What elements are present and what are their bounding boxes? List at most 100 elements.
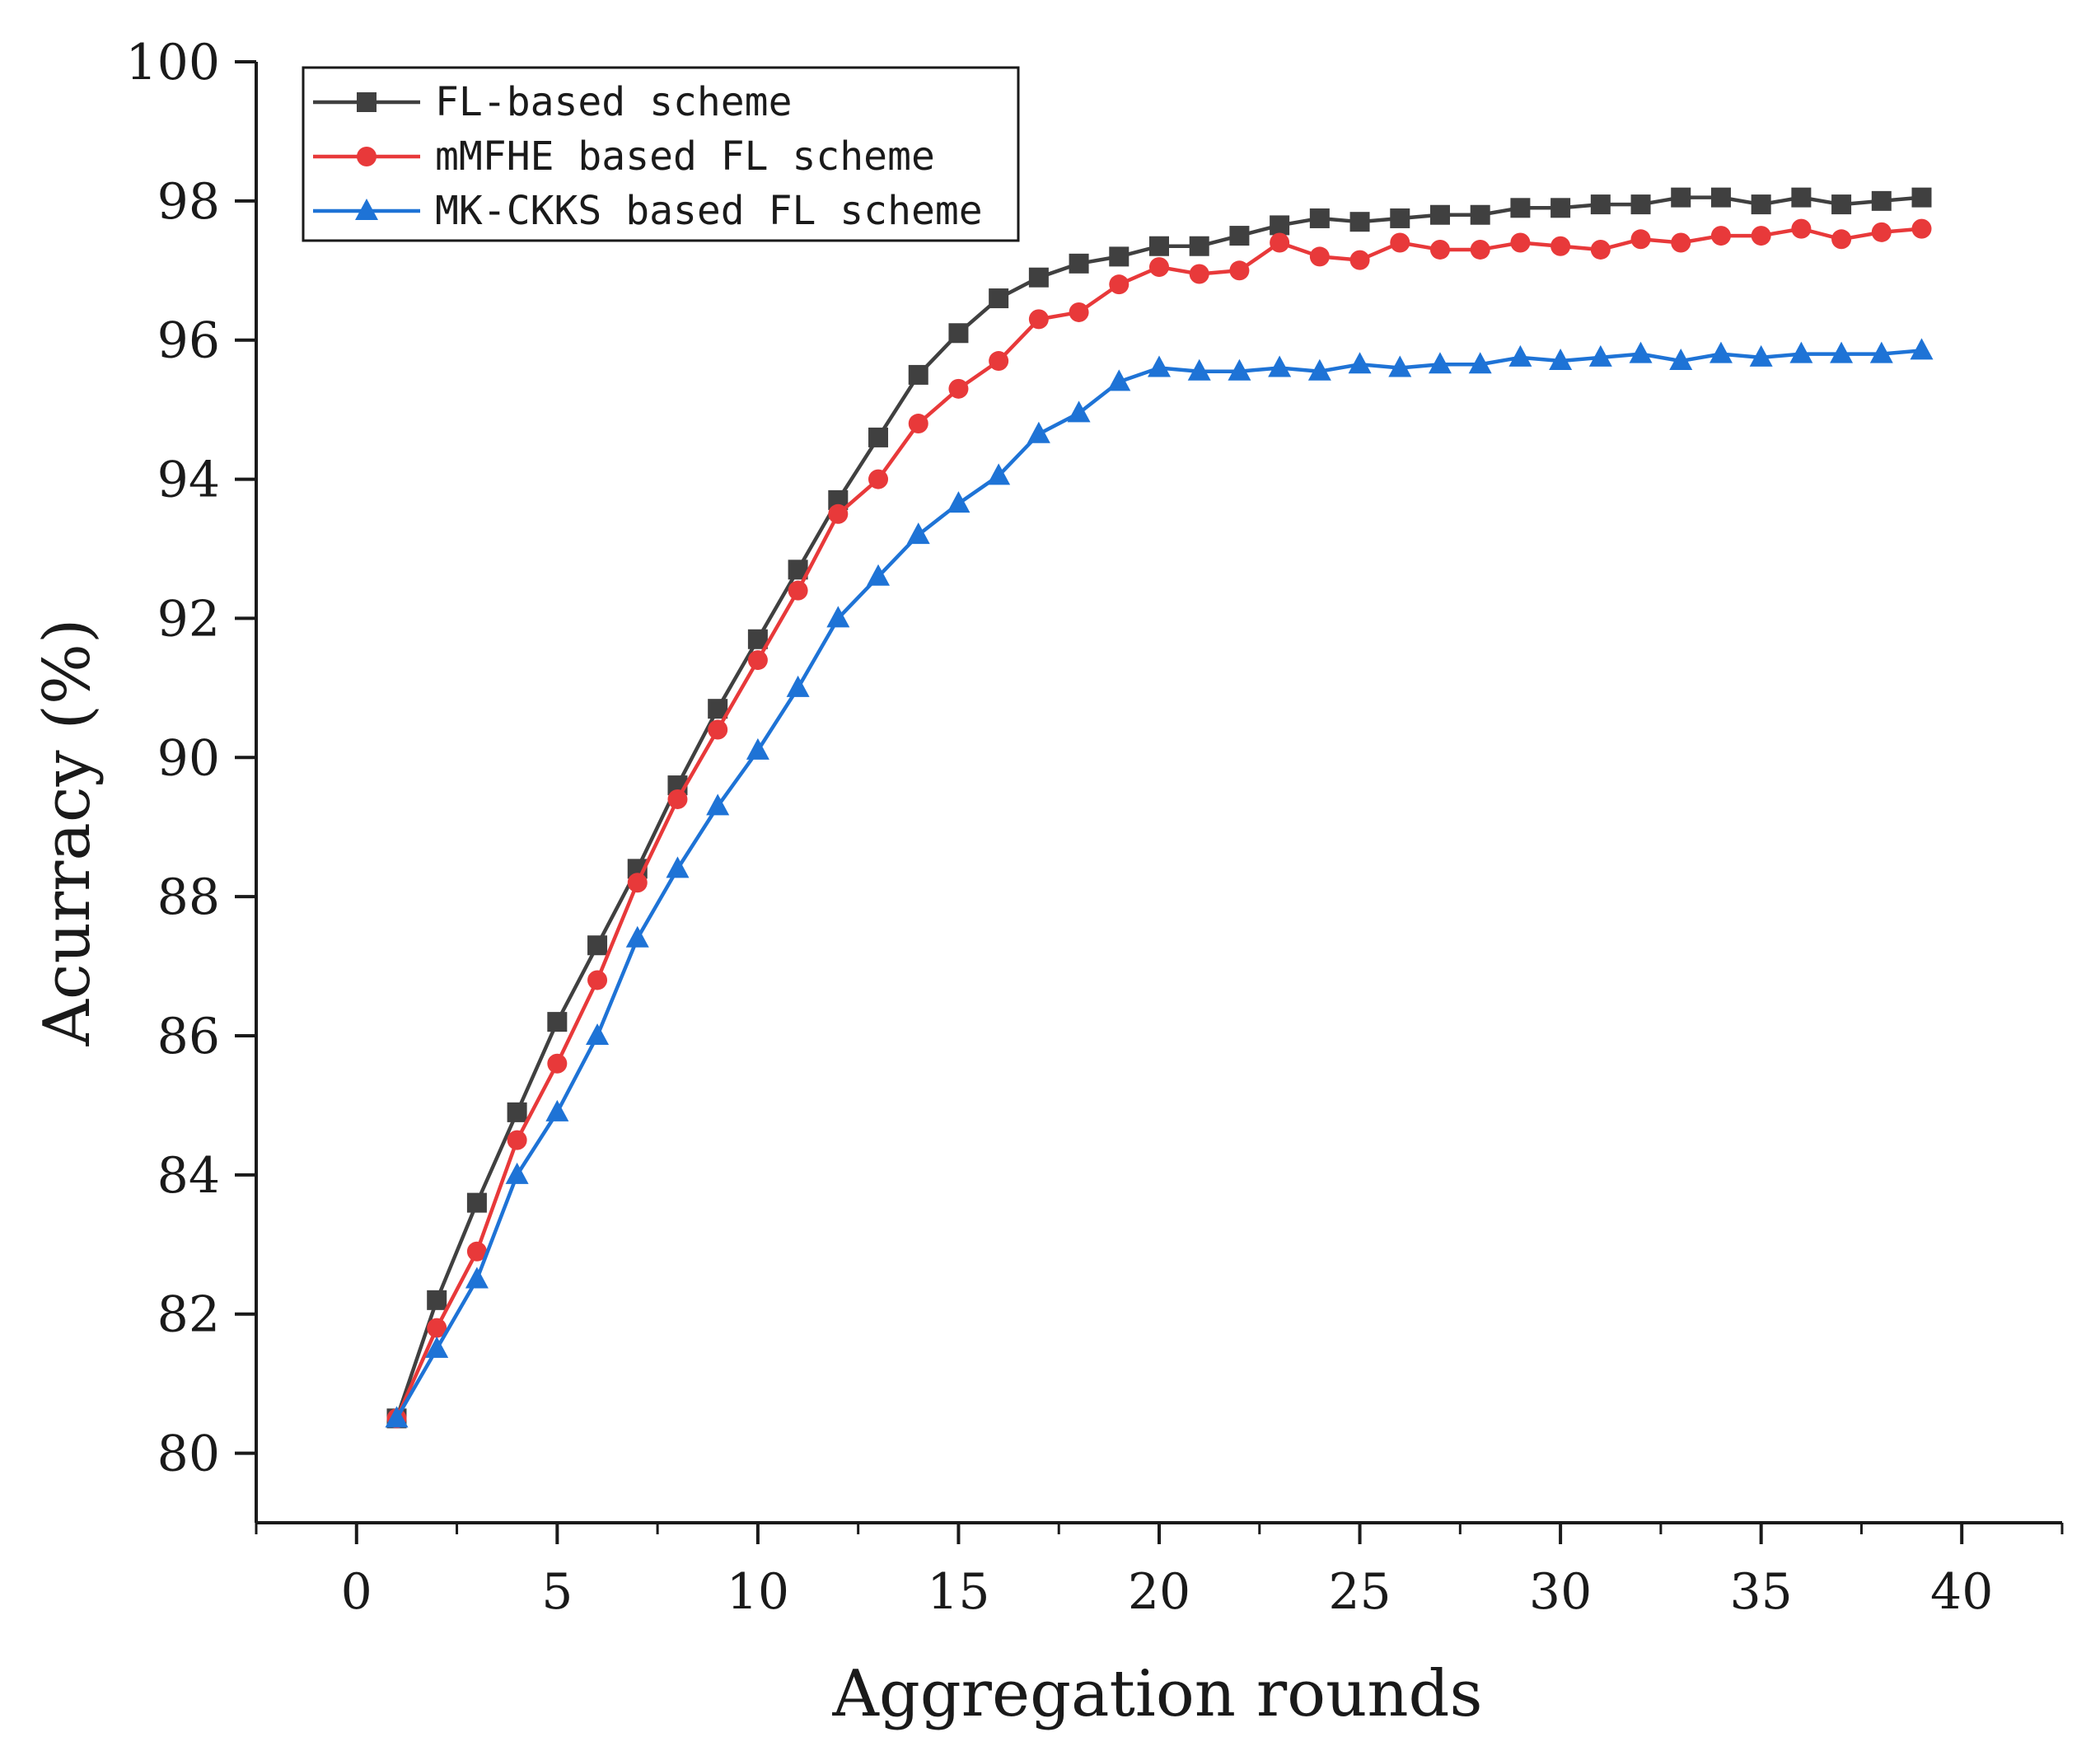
data-point: [1069, 253, 1089, 274]
series-layer: [385, 187, 1934, 1429]
data-point: [1468, 352, 1492, 374]
data-point: [1470, 204, 1490, 225]
data-point: [1831, 194, 1852, 215]
data-point: [1671, 187, 1691, 208]
data-point: [1229, 260, 1250, 281]
data-point: [1429, 204, 1450, 225]
data-point: [1549, 349, 1573, 371]
x-tick-label: 15: [927, 1563, 989, 1621]
y-tick-label: 90: [157, 729, 220, 787]
data-point: [1428, 352, 1452, 374]
data-point: [1309, 246, 1330, 267]
data-point: [1871, 190, 1892, 211]
data-point: [1550, 236, 1571, 256]
data-point: [666, 856, 690, 878]
series-mk-ckks: [385, 338, 1934, 1428]
data-point: [547, 1012, 568, 1032]
data-point: [1067, 400, 1091, 423]
data-point: [1109, 274, 1130, 295]
data-point: [1590, 194, 1611, 215]
data-point: [1268, 355, 1292, 377]
data-point: [1229, 226, 1250, 246]
y-tick-label: 80: [157, 1426, 220, 1483]
data-point: [385, 1406, 409, 1428]
data-point: [1789, 341, 1813, 363]
x-tick-label: 0: [341, 1563, 372, 1621]
data-point: [427, 1318, 447, 1338]
legend-item-mk-ckks: MK-CKKS based FL scheme: [313, 188, 983, 234]
legend-label: MK-CKKS based FL scheme: [435, 188, 983, 234]
data-point: [708, 719, 728, 740]
data-point: [507, 1130, 527, 1150]
data-point: [1390, 208, 1410, 228]
y-tick-label: 92: [157, 590, 220, 648]
data-point: [545, 1099, 569, 1121]
data-point: [1109, 246, 1130, 267]
data-point: [987, 463, 1011, 485]
legend-marker: [357, 147, 377, 166]
data-point: [948, 323, 969, 344]
x-tick-label: 5: [541, 1563, 573, 1621]
data-point: [1508, 344, 1532, 367]
data-point: [1270, 215, 1290, 236]
data-point: [1550, 198, 1571, 218]
legend-label: mMFHE based FL scheme: [435, 133, 935, 180]
y-tick-label: 82: [157, 1286, 220, 1344]
data-point: [1791, 187, 1812, 208]
data-point: [507, 1102, 527, 1122]
data-point: [425, 1336, 449, 1358]
x-tick-label: 20: [1128, 1563, 1190, 1621]
data-point: [867, 564, 891, 586]
data-point: [587, 970, 608, 990]
data-point: [908, 364, 928, 385]
series-line: [395, 227, 1922, 1420]
data-point: [466, 1192, 487, 1213]
data-point: [1751, 194, 1771, 215]
legend-item-fl-based: FL-based scheme: [313, 79, 792, 125]
x-tick-label: 10: [727, 1563, 789, 1621]
data-point: [1590, 239, 1611, 260]
data-point: [908, 414, 928, 434]
data-point: [1390, 232, 1410, 253]
data-point: [1349, 250, 1370, 270]
data-point: [1027, 421, 1050, 443]
legend-marker: [357, 92, 377, 112]
data-point: [1710, 187, 1731, 208]
data-point: [1028, 267, 1049, 288]
y-tick-label: 86: [157, 1008, 220, 1065]
y-tick-label: 88: [157, 868, 220, 926]
x-tick-label: 35: [1729, 1563, 1792, 1621]
x-axis: 0 5 10 15 20 25 30 35 40: [255, 1523, 2064, 1621]
data-point: [1630, 194, 1651, 215]
data-point: [1510, 198, 1531, 218]
data-point: [1791, 218, 1812, 239]
data-point: [989, 351, 1009, 372]
data-point: [948, 378, 969, 399]
y-tick-label: 96: [157, 312, 220, 370]
data-point: [746, 737, 769, 760]
data-point: [1751, 226, 1771, 246]
data-point: [1669, 349, 1693, 371]
data-point: [1307, 358, 1331, 381]
data-point: [1028, 309, 1049, 330]
data-point: [1348, 352, 1372, 374]
data-point: [625, 925, 649, 948]
data-point: [667, 789, 688, 809]
data-point: [627, 873, 648, 893]
data-point: [587, 935, 608, 956]
data-point: [1388, 355, 1412, 377]
data-point: [1671, 232, 1691, 253]
data-point: [989, 288, 1009, 309]
y-tick-label: 98: [157, 173, 220, 231]
data-point: [1148, 355, 1171, 377]
x-tick-label: 25: [1328, 1563, 1391, 1621]
data-point: [788, 580, 808, 601]
data-point: [1831, 229, 1852, 250]
legend: FL-based scheme mMFHE based FL scheme MK-C…: [302, 66, 1020, 242]
data-point: [1869, 341, 1893, 363]
data-point: [706, 794, 730, 816]
data-point: [868, 469, 889, 489]
series-fl-based: [386, 187, 1932, 1429]
legend-box: [302, 66, 1020, 242]
